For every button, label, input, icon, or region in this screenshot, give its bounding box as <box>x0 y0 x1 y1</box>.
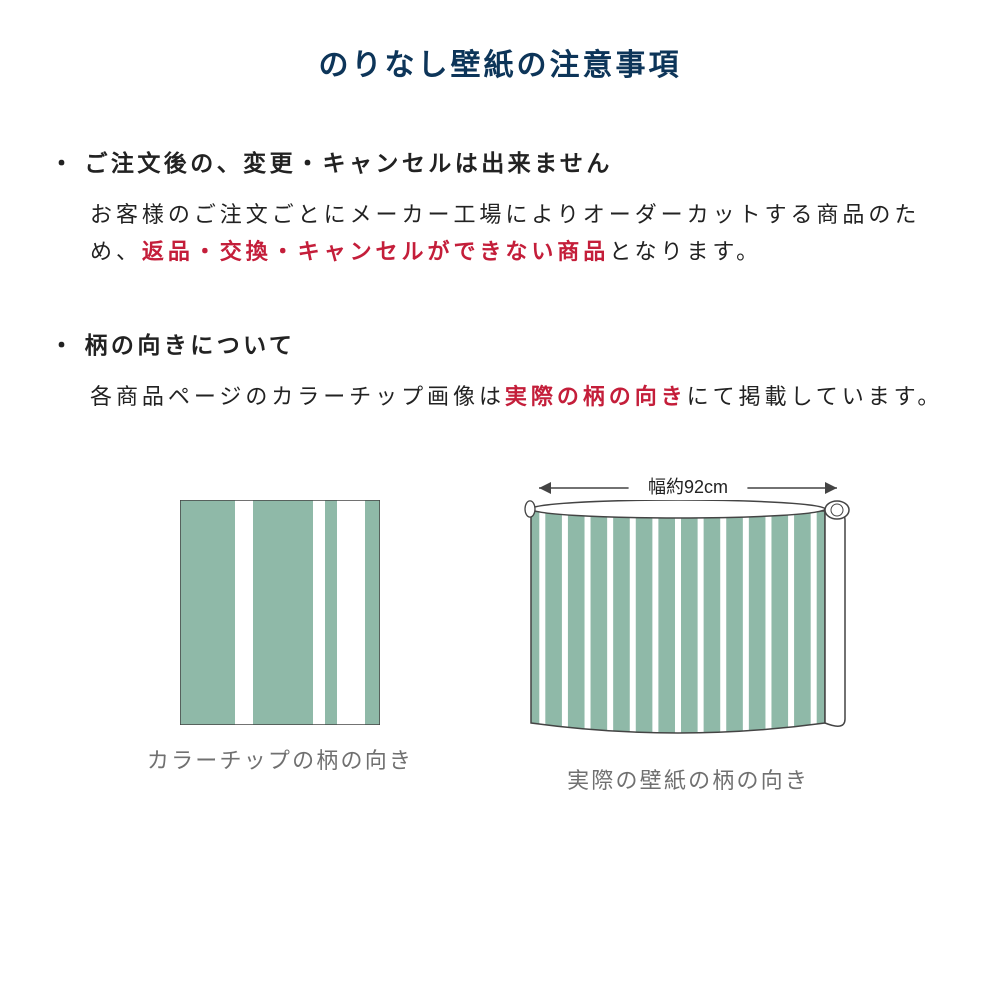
width-arrow: 幅約92cm <box>523 470 853 500</box>
heading-pattern-text: 柄の向きについて <box>84 326 295 360</box>
body-pattern: 各商品ページのカラーチップ画像は実際の柄の向きにて掲載しています。 <box>90 378 950 415</box>
body-cancellation-post: となります。 <box>609 239 762 264</box>
section-cancellation: ・ ご注文後の、変更・キャンセルは出来ません お客様のご注文ごとにメーカー工場に… <box>50 144 950 271</box>
roll-caption: 実際の壁紙の柄の向き <box>567 763 809 795</box>
roll-diagram: 幅約92cm 実際の壁紙の柄の向き <box>523 470 853 795</box>
diagram-row: カラーチップの柄の向き 幅約92cm 実際の壁紙の柄の向き <box>50 470 950 795</box>
body-cancellation: お客様のご注文ごとにメーカー工場によりオーダーカットする商品のため、返品・交換・… <box>90 196 950 271</box>
page-title: のりなし壁紙の注意事項 <box>50 40 950 84</box>
heading-pattern: ・ 柄の向きについて <box>50 326 950 360</box>
body-pattern-post: にて掲載しています。 <box>687 384 944 409</box>
roll-illustration <box>523 500 853 745</box>
body-pattern-pre: 各商品ページのカラーチップ画像は <box>90 384 505 409</box>
body-pattern-highlight: 実際の柄の向き <box>505 384 687 409</box>
width-label: 幅約92cm <box>648 477 728 497</box>
chip-illustration <box>180 500 380 725</box>
heading-cancellation-text: ご注文後の、変更・キャンセルは出来ません <box>84 144 612 178</box>
section-pattern: ・ 柄の向きについて 各商品ページのカラーチップ画像は実際の柄の向きにて掲載して… <box>50 326 950 415</box>
chip-diagram: カラーチップの柄の向き <box>147 470 413 795</box>
bullet-icon: ・ <box>50 326 76 360</box>
body-cancellation-highlight: 返品・交換・キャンセルができない商品 <box>142 239 609 264</box>
bullet-icon: ・ <box>50 144 76 178</box>
chip-caption: カラーチップの柄の向き <box>147 743 413 775</box>
heading-cancellation: ・ ご注文後の、変更・キャンセルは出来ません <box>50 144 950 178</box>
